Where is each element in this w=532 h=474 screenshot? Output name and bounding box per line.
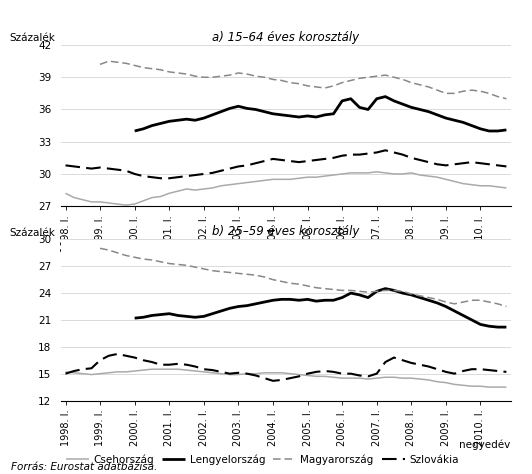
Legend: Csehország, Lengyelország, Magyarország, Szlovákia: Csehország, Lengyelország, Magyarország,… — [66, 260, 459, 270]
Legend: Csehország, Lengyelország, Magyarország, Szlovákia: Csehország, Lengyelország, Magyarország,… — [66, 454, 459, 465]
Title: a) 15–64 éves korosztály: a) 15–64 éves korosztály — [212, 31, 360, 44]
Text: Százalék: Százalék — [10, 34, 55, 44]
Text: Százalék: Százalék — [10, 228, 55, 238]
Text: negyedév: negyedév — [460, 245, 511, 255]
Text: negyedév: negyedév — [460, 439, 511, 450]
Text: Forrás: Eurostat adatbázisa.: Forrás: Eurostat adatbázisa. — [11, 462, 157, 472]
Title: b) 25–59 éves korosztály: b) 25–59 éves korosztály — [212, 225, 360, 238]
